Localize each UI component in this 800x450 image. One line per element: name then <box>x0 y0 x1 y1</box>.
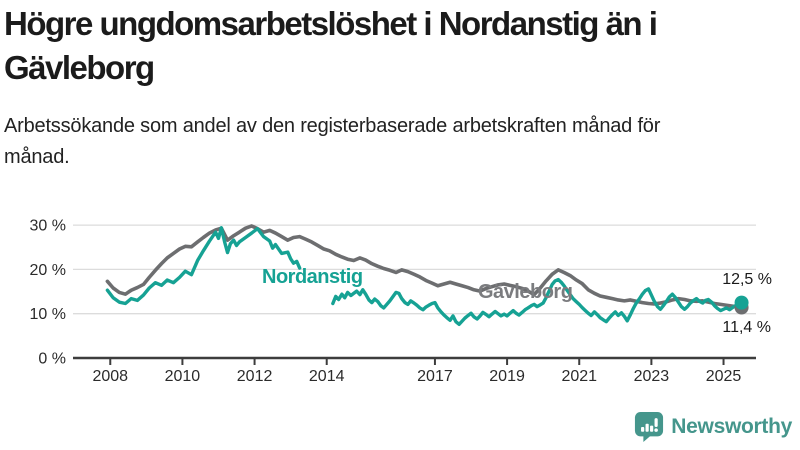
nordanstig-line <box>105 226 744 327</box>
y-tick-label: 10 % <box>30 306 66 323</box>
chart-subtitle: Arbetssökande som andel av den registerb… <box>4 115 661 169</box>
y-tick-label: 30 % <box>30 218 66 235</box>
x-axis: 2008 2010 2012 2014 2017 2019 2021 2023 2025 <box>73 356 756 385</box>
end-value-gavleborg: 11,4 % <box>722 319 771 336</box>
newsworthy-wordmark: Newsworthy <box>671 415 792 438</box>
y-gridlines <box>73 224 756 315</box>
x-tick-label: 2008 <box>92 368 128 385</box>
y-tick-labels: 0 % 10 % 20 % 30 % <box>30 218 66 368</box>
y-tick-label: 20 % <box>30 262 66 279</box>
x-tick-label: 2010 <box>165 368 201 385</box>
page-title: Högre ungdomsarbetslöshet i Nordanstig ä… <box>4 5 658 86</box>
end-dot-gvleborg <box>734 300 749 315</box>
x-tick-label: 2023 <box>634 368 670 385</box>
newsworthy-logo: Newsworthy <box>634 411 792 443</box>
chart-header: Högre ungdomsarbetslöshet i Nordanstig ä… <box>4 2 744 173</box>
x-tick-label: 2012 <box>237 368 273 385</box>
x-tick-label: 2019 <box>489 368 525 385</box>
x-tick-label: 2021 <box>561 368 597 385</box>
end-dot-nordanstig <box>734 295 749 310</box>
x-tick-label: 2014 <box>309 368 345 385</box>
x-tick-label: 2017 <box>417 368 453 385</box>
y-tick-label: 0 % <box>38 351 66 368</box>
series-label-nordanstig: Nordanstig <box>262 266 363 288</box>
newsworthy-logo-icon <box>634 411 664 443</box>
end-value-nordanstig: 12,5 % <box>722 271 772 288</box>
gvleborg-line <box>105 224 744 310</box>
series-label-gavleborg: Gävleborg <box>478 281 573 303</box>
x-tick-label: 2025 <box>706 368 742 385</box>
